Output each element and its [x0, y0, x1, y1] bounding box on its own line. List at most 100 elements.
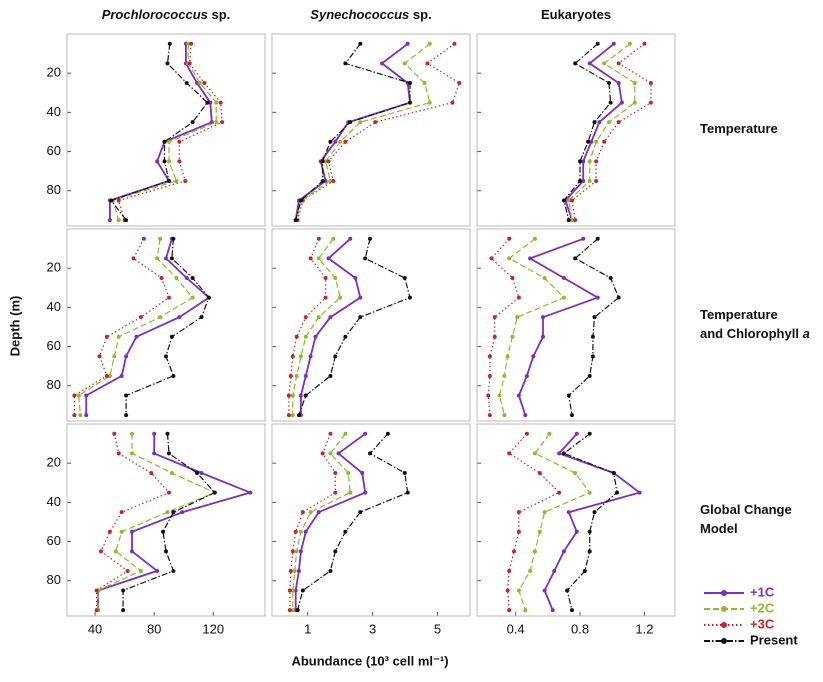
- point: [542, 510, 547, 515]
- point: [155, 159, 160, 164]
- point: [109, 198, 114, 203]
- point: [169, 256, 174, 261]
- point: [569, 413, 574, 418]
- legend-marker: [721, 638, 727, 644]
- point: [594, 139, 599, 144]
- y-tick-label: 80: [47, 182, 61, 197]
- x-tick-label: 0.8: [571, 621, 589, 636]
- series-line: [543, 433, 642, 611]
- point: [159, 275, 164, 280]
- series-line: [297, 433, 409, 611]
- series-line: [518, 433, 591, 611]
- point: [607, 120, 611, 125]
- point: [166, 178, 171, 183]
- point: [316, 315, 321, 320]
- point: [328, 431, 333, 436]
- point: [121, 588, 126, 593]
- point: [358, 315, 363, 320]
- y-tick-label: 60: [47, 533, 61, 548]
- legend-label: Present: [750, 632, 798, 647]
- point: [294, 334, 299, 339]
- series-line: [562, 433, 618, 611]
- point: [121, 608, 126, 613]
- point: [171, 510, 176, 515]
- point: [320, 178, 325, 183]
- point: [541, 334, 545, 339]
- point: [648, 100, 653, 105]
- series-line: [289, 433, 336, 611]
- panel-frame: [66, 423, 266, 617]
- point: [296, 568, 301, 573]
- point: [300, 510, 305, 515]
- point: [171, 236, 176, 241]
- column-title-text: sp.: [409, 7, 431, 22]
- point: [427, 100, 432, 105]
- point: [293, 218, 298, 223]
- series-line: [292, 238, 341, 416]
- point: [402, 61, 407, 66]
- point: [407, 295, 412, 300]
- point: [573, 61, 578, 66]
- point: [124, 413, 129, 418]
- point: [218, 100, 223, 105]
- series-line: [300, 238, 362, 416]
- point: [582, 568, 587, 573]
- series-line: [85, 238, 211, 416]
- point: [125, 568, 130, 573]
- point: [642, 41, 647, 46]
- point: [615, 490, 620, 495]
- point: [290, 413, 295, 418]
- point: [202, 80, 207, 85]
- point: [427, 41, 432, 46]
- point: [155, 256, 160, 261]
- point: [130, 549, 135, 554]
- point: [303, 393, 308, 398]
- column-title-text: sp.: [208, 7, 230, 22]
- point: [452, 41, 457, 46]
- point: [353, 275, 358, 280]
- point: [561, 198, 566, 203]
- point: [608, 100, 613, 105]
- panel-frame: [66, 33, 266, 227]
- point: [587, 431, 592, 436]
- series-line: [112, 43, 217, 221]
- column-title: Eukaryotes: [541, 7, 611, 22]
- point: [320, 159, 325, 164]
- point: [286, 413, 291, 418]
- row-label: Global Change: [700, 502, 792, 517]
- point: [487, 413, 492, 418]
- point: [497, 393, 502, 398]
- column-title-italic: Prochlorococcus: [102, 7, 208, 22]
- point: [169, 334, 174, 339]
- point: [316, 236, 321, 241]
- point: [308, 510, 313, 515]
- point: [169, 470, 174, 475]
- point: [561, 451, 566, 456]
- point: [171, 373, 176, 378]
- point: [363, 256, 368, 261]
- point: [597, 120, 602, 125]
- point: [616, 80, 621, 85]
- x-tick-label: 3: [369, 621, 376, 636]
- point: [152, 451, 157, 456]
- point: [616, 120, 621, 125]
- point: [206, 295, 211, 300]
- point: [574, 529, 579, 534]
- point: [594, 159, 599, 164]
- point: [323, 178, 328, 183]
- point: [152, 431, 157, 436]
- point: [590, 334, 595, 339]
- point: [131, 256, 136, 261]
- point: [627, 41, 632, 46]
- point: [507, 451, 512, 456]
- series-line: [294, 433, 367, 611]
- point: [166, 295, 171, 300]
- point: [505, 354, 510, 359]
- point: [542, 588, 547, 593]
- point: [528, 568, 533, 573]
- point: [72, 393, 77, 398]
- point: [288, 568, 293, 573]
- point: [487, 373, 492, 378]
- point: [177, 139, 182, 144]
- point: [532, 451, 537, 456]
